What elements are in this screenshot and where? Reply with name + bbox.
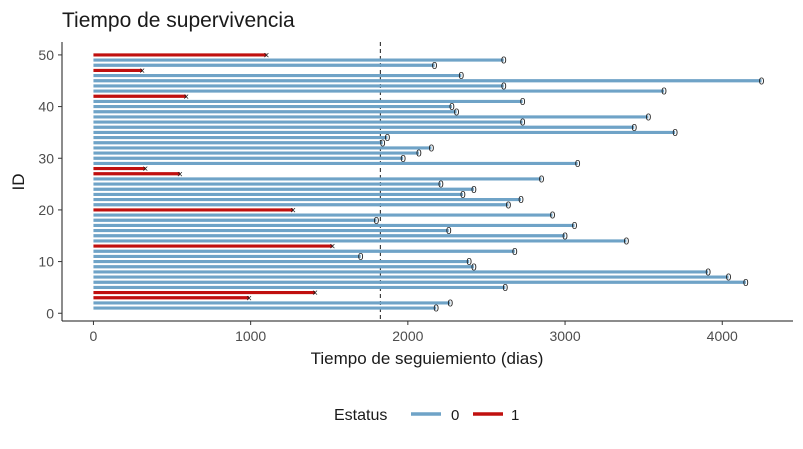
marker-id-25: 0 xyxy=(438,180,444,191)
marker-id-14: 0 xyxy=(624,236,630,247)
x-tick-label-4000: 4000 xyxy=(707,328,738,344)
marker-id-44: 0 xyxy=(501,81,507,92)
x-axis-title: Tiempo de seguiemiento (dias) xyxy=(311,349,544,368)
marker-id-17: 0 xyxy=(572,221,578,232)
x-tick-label-1000: 1000 xyxy=(235,328,266,344)
y-tick-label-10: 10 xyxy=(38,254,54,270)
marker-id-26: 0 xyxy=(539,174,545,185)
marker-id-12: 0 xyxy=(512,247,518,258)
marker-id-10: 0 xyxy=(466,257,472,268)
bars-layer xyxy=(93,53,762,310)
marker-id-24: 0 xyxy=(471,185,477,196)
marker-id-6: 0 xyxy=(743,278,749,289)
x-tick-label-0: 0 xyxy=(90,328,98,344)
marker-id-5: 0 xyxy=(503,283,509,294)
y-tick-label-50: 50 xyxy=(38,47,54,63)
marker-id-2: 0 xyxy=(448,298,454,309)
marker-id-41: 0 xyxy=(520,97,526,108)
legend-label-1: 1 xyxy=(511,407,519,424)
marker-id-45: 0 xyxy=(759,76,765,87)
marker-id-33: 0 xyxy=(380,138,386,149)
y-axis-title: ID xyxy=(9,174,28,191)
marker-id-19: 0 xyxy=(550,211,556,222)
marker-id-30: 0 xyxy=(400,154,406,165)
marker-id-1: 0 xyxy=(433,304,439,315)
marker-id-7: 0 xyxy=(726,273,732,284)
marker-id-29: 0 xyxy=(575,159,581,170)
marker-id-43: 0 xyxy=(661,87,667,98)
marker-id-36: 0 xyxy=(631,123,637,134)
marker-id-28: × xyxy=(142,164,148,175)
marker-id-31: 0 xyxy=(416,149,422,160)
marker-id-39: 0 xyxy=(454,107,460,118)
y-tick-label-30: 30 xyxy=(38,150,54,166)
marker-id-11: 0 xyxy=(358,252,364,263)
marker-id-22: 0 xyxy=(518,195,524,206)
x-tick-label-2000: 2000 xyxy=(392,328,423,344)
x-tick-label-3000: 3000 xyxy=(549,328,580,344)
marker-id-35: 0 xyxy=(672,128,678,139)
marker-id-20: × xyxy=(290,205,296,216)
y-tick-label-40: 40 xyxy=(38,99,54,115)
marker-id-18: 0 xyxy=(374,216,380,227)
x-axis-ticks: 0 1000 2000 3000 4000 xyxy=(90,321,738,344)
plot-panel xyxy=(61,42,793,322)
legend-label-0: 0 xyxy=(451,407,459,424)
marker-id-8: 0 xyxy=(705,267,711,278)
chart-title: Tiempo de supervivencia xyxy=(62,9,295,32)
marker-id-47: × xyxy=(139,66,145,77)
marker-id-21: 0 xyxy=(506,200,512,211)
marker-id-38: 0 xyxy=(646,112,652,123)
marker-id-50: × xyxy=(263,50,269,61)
marker-id-48: 0 xyxy=(432,61,438,72)
marker-id-15: 0 xyxy=(562,231,568,242)
marker-id-32: 0 xyxy=(429,143,435,154)
y-tick-label-0: 0 xyxy=(46,305,54,321)
marker-id-13: × xyxy=(329,242,335,253)
marker-id-23: 0 xyxy=(460,190,466,201)
marker-id-4: × xyxy=(312,288,318,299)
legend-title: Estatus xyxy=(334,407,387,424)
marker-id-46: 0 xyxy=(459,71,465,82)
marker-id-3: × xyxy=(246,293,252,304)
marker-id-40: 0 xyxy=(449,102,455,113)
y-tick-label-20: 20 xyxy=(38,202,54,218)
marker-id-34: 0 xyxy=(385,133,391,144)
marker-id-37: 0 xyxy=(520,118,526,129)
marker-id-9: 0 xyxy=(471,262,477,273)
y-axis-ticks: 0 10 20 30 40 50 xyxy=(38,47,62,321)
marker-id-27: × xyxy=(177,169,183,180)
marker-id-42: × xyxy=(183,92,189,103)
legend: Estatus 0 1 xyxy=(334,407,519,424)
marker-id-16: 0 xyxy=(446,226,452,237)
marker-id-49: 0 xyxy=(501,56,507,67)
